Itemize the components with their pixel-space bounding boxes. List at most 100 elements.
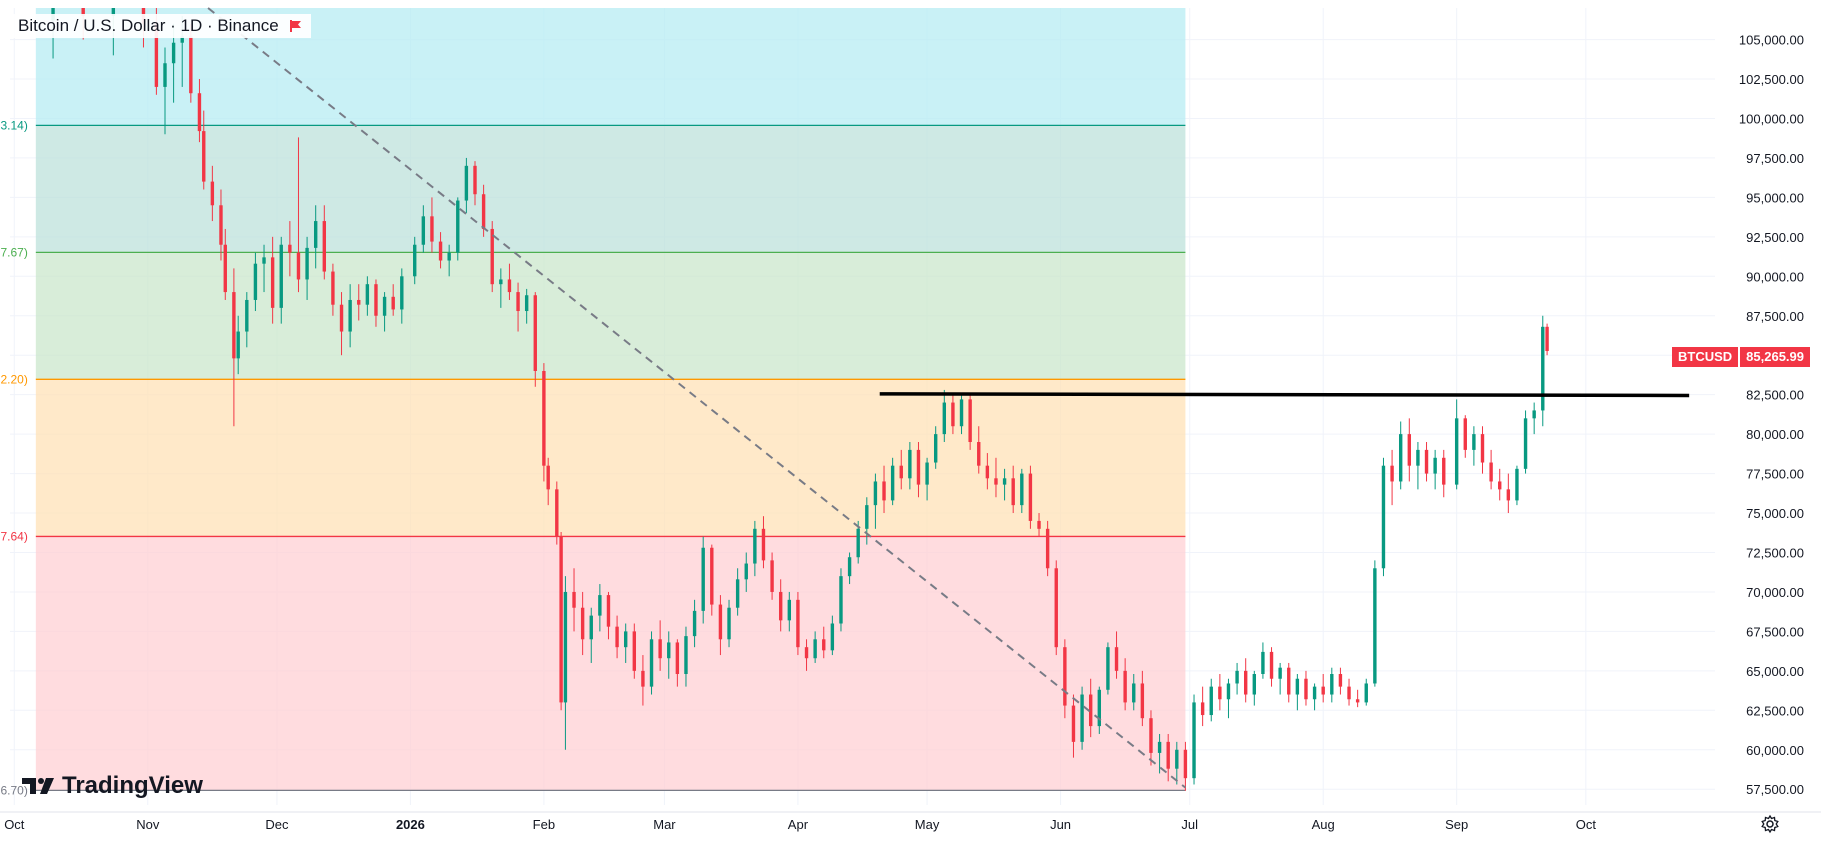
candle [632,623,637,679]
candle [219,189,223,261]
candle [1541,315,1545,427]
candle-body [718,604,723,640]
candle-body [1381,465,1386,569]
candle [1269,647,1274,687]
candle [232,268,236,427]
candle-body [374,284,378,316]
candle [804,639,809,671]
candle-body [1390,465,1394,482]
symbol-title[interactable]: Bitcoin / U.S. Dollar · 1D · Binance [18,16,279,35]
candle [331,263,335,316]
candle-body [202,131,206,182]
candle [1020,468,1024,514]
candle-body [1002,478,1007,485]
candle-body [753,528,757,564]
candle-body [1295,678,1300,695]
candle [1506,473,1511,514]
candle [1252,670,1257,706]
candle [1532,402,1536,435]
y-tick-label: 92,500.00 [1746,230,1804,245]
candle [735,568,740,616]
candle [1398,421,1403,490]
candle [925,457,929,501]
candle [1106,642,1110,695]
candle [1381,457,1386,577]
candle [899,449,903,490]
fib-zone [35,125,1186,253]
candle [1028,465,1033,529]
fib-zone [35,379,1186,537]
candle-body [977,442,981,466]
candle-body [890,465,895,501]
candle [830,615,835,656]
candle-body [1312,686,1317,700]
candle [1080,686,1084,750]
candle [357,284,361,321]
candle-body [391,296,395,310]
candle-body [796,599,800,648]
candle-body [533,295,537,371]
candle-body [933,434,938,463]
candle [542,363,546,482]
red-flag-icon[interactable] [289,19,303,33]
candle [1545,323,1549,356]
candle [288,221,292,277]
candle [761,516,766,569]
candle [822,626,826,659]
y-tick-label: 87,500.00 [1746,309,1804,324]
candle-body [942,402,947,435]
candle-body [1269,651,1274,679]
candle [1364,678,1368,706]
candle-body [236,331,240,359]
candle-body [1149,718,1153,753]
candle [692,599,697,648]
candle [1390,449,1394,506]
candle [959,394,964,435]
y-tick-label: 65,000.00 [1746,664,1804,679]
candle-body [1226,683,1231,700]
candle [1261,642,1265,679]
y-tick-label: 57,500.00 [1746,782,1804,797]
candle-body [899,465,903,479]
candle [882,465,886,514]
candle-body [421,216,426,245]
candle [1063,639,1067,719]
candle [1355,689,1360,708]
candle-body [81,8,85,16]
candle [163,47,167,135]
candle [847,552,852,585]
y-tick-label: 97,500.00 [1746,151,1804,166]
candle-body [684,636,688,675]
candle-body [925,462,929,485]
candle [236,315,240,375]
tradingview-logo[interactable]: TradingView [22,772,203,800]
candle [1132,674,1136,711]
candle-body [882,481,886,501]
candle [1071,694,1076,758]
gear-icon[interactable] [1760,814,1780,834]
candle [908,442,912,490]
candle [1424,442,1429,482]
candle-body [288,244,292,253]
candle-body [542,370,546,466]
candle-body [245,299,249,332]
candle-body [1037,520,1041,529]
candle [533,292,537,387]
candle-body [623,631,628,648]
candle-body [1106,647,1110,690]
fib-zone [35,252,1186,380]
candle-body [481,194,486,229]
candle [873,473,878,529]
candle [374,279,378,327]
y-tick-label: 75,000.00 [1746,506,1804,521]
candle-body [1442,457,1446,485]
candle [223,228,227,300]
candle-body [1532,410,1536,419]
fib-level-label: 0.5 (91,517.67) [0,245,28,259]
tradingview-logo-icon [22,778,54,794]
candle-body [1541,326,1545,411]
candle-body [1433,457,1437,474]
candle-body [1235,670,1239,684]
symbol-header[interactable]: Bitcoin / U.S. Dollar · 1D · Binance [10,14,311,38]
